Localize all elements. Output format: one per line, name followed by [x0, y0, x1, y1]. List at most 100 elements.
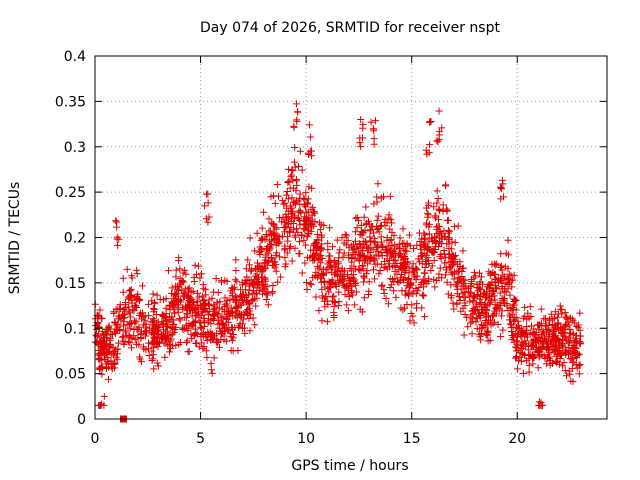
data-point — [162, 295, 170, 303]
data-point — [141, 312, 149, 320]
data-point — [131, 319, 139, 327]
data-point — [459, 247, 467, 255]
data-point — [534, 364, 542, 372]
data-point — [471, 294, 479, 302]
data-point — [576, 309, 584, 317]
data-point — [501, 295, 509, 303]
data-point — [358, 231, 366, 239]
data-point — [378, 281, 386, 289]
data-point — [204, 333, 212, 341]
data-point — [498, 176, 506, 184]
data-point — [258, 263, 266, 271]
data-point — [538, 351, 546, 359]
data-point — [485, 268, 493, 276]
data-point — [147, 318, 155, 326]
data-point — [516, 353, 524, 361]
data-point — [211, 312, 219, 320]
data-point — [259, 283, 267, 291]
data-point — [433, 199, 441, 207]
data-point — [150, 351, 158, 359]
data-point — [110, 309, 118, 317]
data-point — [444, 290, 452, 298]
data-point — [445, 228, 453, 236]
data-point — [126, 320, 134, 328]
data-point — [433, 223, 441, 231]
data-point — [417, 280, 425, 288]
data-point — [249, 279, 257, 287]
data-point — [365, 287, 373, 295]
data-point — [485, 284, 493, 292]
data-point — [357, 143, 365, 151]
data-point — [260, 208, 268, 216]
data-point — [288, 194, 296, 202]
data-point — [367, 237, 375, 245]
data-point — [552, 352, 560, 360]
data-point — [482, 293, 490, 301]
data-point — [399, 276, 407, 284]
data-point — [317, 275, 325, 283]
data-point — [336, 246, 344, 254]
data-point — [196, 274, 204, 282]
data-point — [308, 222, 316, 230]
data-point — [258, 224, 266, 232]
data-point — [441, 271, 449, 279]
data-point — [390, 287, 398, 295]
data-point — [571, 348, 579, 356]
data-point — [215, 316, 223, 324]
data-point — [281, 228, 289, 236]
data-point — [360, 257, 368, 265]
data-point — [191, 329, 199, 337]
data-point — [455, 293, 463, 301]
data-point — [386, 283, 394, 291]
data-point — [549, 327, 557, 335]
data-point — [575, 370, 583, 378]
data-point — [398, 265, 406, 273]
data-point — [373, 241, 381, 249]
data-point — [263, 261, 271, 269]
data-point — [201, 202, 209, 210]
data-point — [125, 303, 133, 311]
data-point — [568, 341, 576, 349]
data-point — [558, 327, 566, 335]
data-point — [327, 262, 335, 270]
data-point — [499, 271, 507, 279]
data-point — [431, 283, 439, 291]
data-point — [401, 291, 409, 299]
data-point — [105, 322, 113, 330]
data-point — [214, 310, 222, 318]
data-point — [176, 265, 184, 273]
data-point — [274, 278, 282, 286]
data-point — [154, 339, 162, 347]
data-point — [417, 245, 425, 253]
data-point — [506, 316, 514, 324]
data-point — [357, 221, 365, 229]
x-tick-label: 0 — [91, 431, 100, 447]
data-point — [190, 278, 198, 286]
data-point — [319, 270, 327, 278]
data-point — [301, 259, 309, 267]
data-point — [150, 329, 158, 337]
data-point — [98, 400, 106, 408]
data-point — [130, 325, 138, 333]
data-point — [218, 278, 226, 286]
data-point — [350, 245, 358, 253]
data-point — [315, 307, 323, 315]
data-point — [497, 333, 505, 341]
data-point — [243, 312, 251, 320]
data-point — [492, 304, 500, 312]
data-point — [335, 288, 343, 296]
data-point — [321, 293, 329, 301]
data-point — [128, 274, 136, 282]
data-point — [409, 267, 417, 275]
data-point — [137, 331, 145, 339]
data-point — [133, 340, 141, 348]
data-point — [382, 295, 390, 303]
data-point — [454, 222, 462, 230]
data-point — [403, 241, 411, 249]
data-point — [215, 304, 223, 312]
data-point — [374, 180, 382, 188]
data-point — [370, 135, 378, 143]
data-point — [371, 234, 379, 242]
data-point — [228, 292, 236, 300]
data-point — [241, 329, 249, 337]
